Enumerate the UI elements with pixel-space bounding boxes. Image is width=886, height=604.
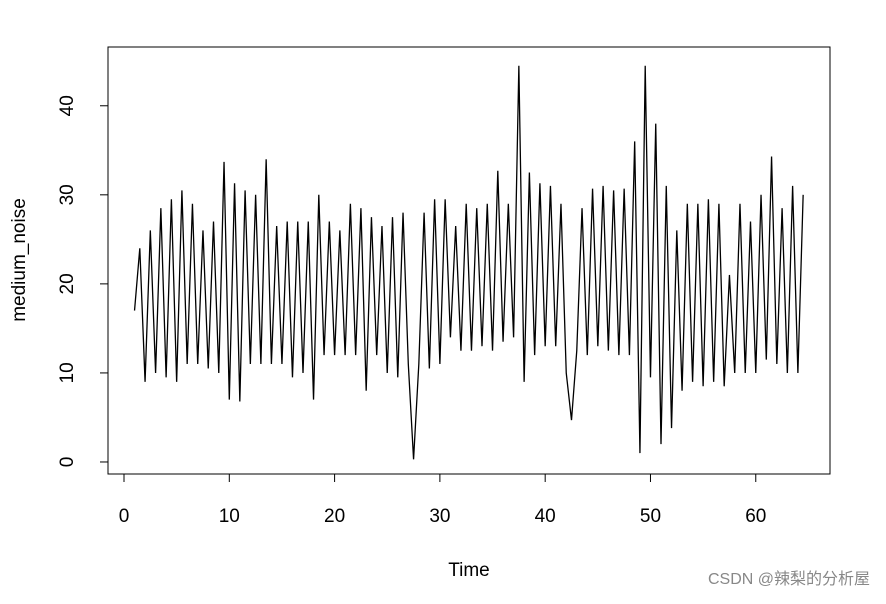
x-tick-label: 30	[429, 506, 450, 527]
series-line	[133, 65, 804, 460]
y-tick-label: 20	[57, 273, 78, 294]
x-tick-label: 10	[219, 506, 240, 527]
watermark: CSDN @辣梨的分析屋	[708, 570, 870, 588]
x-tick-label: 20	[324, 506, 345, 527]
x-tick-label: 50	[640, 506, 661, 527]
x-tick-label: 60	[745, 506, 766, 527]
y-axis-label: medium_noise	[9, 198, 30, 322]
x-tick-label: 40	[535, 506, 556, 527]
plot-box	[107, 46, 831, 475]
x-tick-label: 0	[119, 506, 130, 527]
x-axis-label: Time	[448, 560, 490, 581]
y-tick-label: 0	[57, 457, 78, 468]
y-tick-label: 30	[57, 184, 78, 205]
y-tick-label: 10	[57, 362, 78, 383]
y-tick-label: 40	[57, 95, 78, 116]
